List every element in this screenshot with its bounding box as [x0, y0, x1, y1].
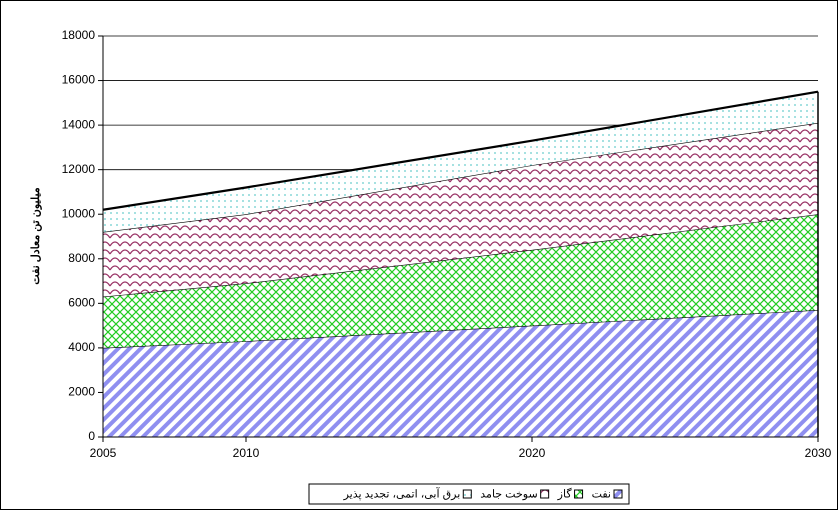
y-tick-label: 18000: [62, 28, 96, 42]
legend-label: گاز: [557, 487, 573, 500]
y-tick-label: 12000: [62, 162, 96, 176]
y-tick-label: 8000: [68, 251, 95, 265]
legend-label: نفت: [592, 488, 611, 500]
x-tick-label: 2020: [519, 446, 546, 460]
area: [103, 122, 818, 297]
y-tick-label: 0: [88, 429, 95, 443]
x-tick-label: 2005: [90, 446, 117, 460]
y-tick-label: 10000: [62, 206, 96, 220]
area: [103, 91, 818, 233]
legend-swatch: [462, 489, 472, 499]
legend-swatch: [540, 489, 550, 499]
legend-label: سوخت جامد: [480, 488, 537, 500]
x-tick-label: 2030: [805, 446, 832, 460]
area-edge: [102, 90, 819, 211]
legend-swatch: [613, 489, 623, 499]
x-tick-label: 2010: [233, 446, 260, 460]
y-tick-label: 2000: [68, 385, 95, 399]
area: [103, 310, 818, 437]
y-tick-label: 4000: [68, 340, 95, 354]
legend-swatch: [574, 489, 584, 499]
legend-label: برق آبی، اتمی، تجدید پذیر: [343, 487, 461, 500]
y-tick-label: 16000: [62, 73, 96, 87]
area: [103, 214, 818, 348]
y-tick-label: 14000: [62, 117, 96, 131]
y-tick-label: 6000: [68, 296, 95, 310]
y-axis-label: میلیون تن معادل نفت: [30, 187, 42, 285]
legend: نفت گاز سوخت جامد برق آبی، اتمی، تجدید پذیر: [308, 483, 630, 505]
